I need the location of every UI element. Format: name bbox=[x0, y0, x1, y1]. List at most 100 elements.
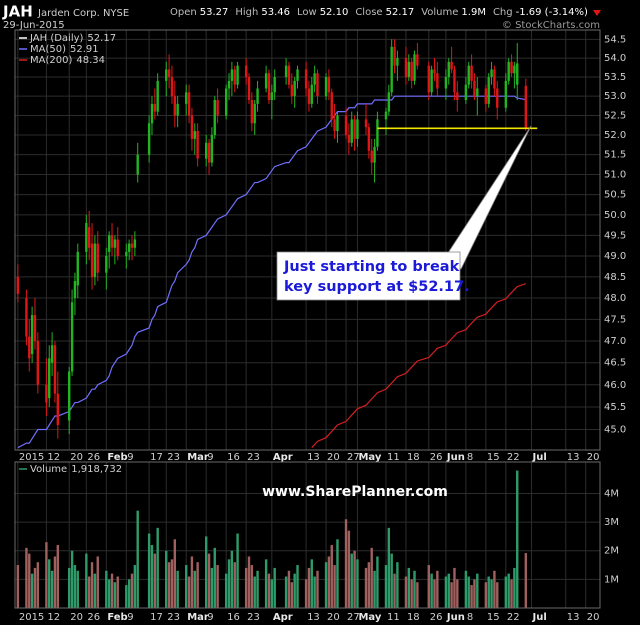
candle-body bbox=[476, 88, 479, 97]
quote-value: 53.27 bbox=[200, 7, 229, 18]
candle-body bbox=[244, 65, 248, 78]
x-tick-label: Jun bbox=[446, 452, 465, 463]
candle-body bbox=[36, 340, 40, 385]
volume-bar bbox=[96, 556, 99, 608]
candle-body bbox=[493, 69, 496, 89]
y-tick-label: 46.0 bbox=[604, 380, 626, 391]
quote-value: -1.69 (-3.14%) bbox=[516, 7, 588, 18]
candle-body bbox=[367, 127, 371, 151]
candle-body bbox=[284, 65, 288, 78]
candle-body bbox=[16, 276, 20, 294]
volume-bar bbox=[116, 576, 119, 608]
candle-body bbox=[176, 103, 179, 116]
volume-bar bbox=[324, 562, 328, 608]
legend-entry: MA(200) 48.34 bbox=[30, 55, 105, 66]
volume-bar bbox=[68, 567, 71, 608]
x-tick-label: 20 bbox=[587, 612, 600, 623]
x-tick-label: 18 bbox=[407, 612, 420, 623]
candle-body bbox=[456, 92, 459, 101]
callout: Just starting to break key support at $5… bbox=[276, 125, 532, 301]
x-tick-label: Jul bbox=[532, 612, 547, 623]
volume-bar bbox=[367, 562, 371, 608]
legend-value: 52.91 bbox=[70, 44, 99, 55]
candle-body bbox=[53, 345, 57, 394]
x-tick-label: 27 bbox=[347, 612, 360, 623]
x-tick-label: 27 bbox=[347, 452, 360, 463]
candle-body bbox=[193, 131, 196, 139]
volume-bar bbox=[307, 567, 311, 608]
legend-label: MA(200) bbox=[30, 55, 72, 66]
candle-body bbox=[216, 100, 219, 116]
volume-bar bbox=[427, 565, 430, 608]
candle-body bbox=[504, 80, 508, 108]
candle-body bbox=[467, 65, 470, 85]
volume-bar bbox=[110, 573, 114, 608]
volume-bar bbox=[316, 570, 319, 608]
volume-bar bbox=[216, 565, 219, 608]
watermark: www.SharePlanner.com bbox=[262, 484, 448, 500]
volume-bar bbox=[347, 530, 351, 608]
y-tick-label: 49.5 bbox=[604, 230, 626, 241]
quote-label: Volume bbox=[421, 7, 458, 18]
y-tick-label: 47.5 bbox=[604, 314, 626, 325]
volume-bar bbox=[447, 573, 450, 608]
y-tick-label: 50.5 bbox=[604, 190, 626, 201]
moving-average-line bbox=[311, 283, 526, 449]
volume-bar bbox=[125, 585, 128, 608]
y-tick-label: 50.0 bbox=[604, 210, 626, 221]
volume-bar bbox=[453, 567, 456, 608]
x-tick-label: 2015 bbox=[19, 612, 44, 623]
volume-bar bbox=[250, 565, 254, 608]
volume-bar bbox=[87, 576, 91, 608]
candle-body bbox=[387, 92, 391, 112]
candle-body bbox=[48, 358, 51, 399]
legend-value: 1,918,732 bbox=[71, 464, 122, 475]
x-tick-label: 15 bbox=[487, 452, 500, 463]
volume-bar bbox=[390, 553, 393, 608]
candle-body bbox=[373, 146, 376, 163]
y-tick-label: 54.5 bbox=[604, 34, 626, 45]
candle-body bbox=[56, 393, 60, 426]
volume-bar bbox=[73, 565, 77, 608]
candle-body bbox=[227, 80, 231, 89]
volume-bar bbox=[396, 562, 399, 608]
candle-body bbox=[130, 243, 134, 248]
candle-body bbox=[353, 119, 356, 139]
x-tick-label: 23 bbox=[247, 612, 260, 623]
x-tick-label: 9 bbox=[127, 612, 133, 623]
x-tick-label: Mar bbox=[187, 452, 209, 463]
volume-bar bbox=[493, 570, 496, 608]
x-tick-label: 20 bbox=[587, 452, 600, 463]
volume-bar bbox=[213, 547, 216, 608]
candle-body bbox=[133, 239, 137, 248]
legend-entry: Volume 1,918,732 bbox=[30, 464, 122, 475]
candle-body bbox=[324, 77, 328, 97]
volume-bar bbox=[256, 570, 259, 608]
x-tick-label: 9 bbox=[207, 452, 213, 463]
volume-bar bbox=[350, 553, 353, 608]
candle-body bbox=[364, 119, 368, 128]
candle-body bbox=[450, 61, 453, 70]
candle-body bbox=[213, 100, 216, 135]
candle-body bbox=[410, 61, 413, 81]
volume-bar bbox=[413, 570, 416, 608]
volume-bar bbox=[170, 559, 174, 608]
callout-text: Just starting to break bbox=[283, 259, 460, 275]
volume-bar bbox=[173, 539, 177, 608]
candle-body bbox=[105, 256, 108, 273]
volume-bar bbox=[313, 576, 316, 608]
volume-bar bbox=[227, 559, 231, 608]
volume-bar bbox=[185, 565, 188, 608]
candle-body bbox=[230, 69, 234, 81]
candle-body bbox=[45, 384, 48, 403]
candle-body bbox=[116, 239, 119, 257]
volume-bar bbox=[353, 550, 356, 608]
candle-body bbox=[516, 63, 519, 85]
volume-bar bbox=[45, 542, 48, 608]
x-tick-label: 2015 bbox=[19, 452, 44, 463]
legend-label: Volume bbox=[30, 464, 67, 475]
volume-bar bbox=[236, 533, 239, 608]
candle-body bbox=[310, 84, 313, 104]
